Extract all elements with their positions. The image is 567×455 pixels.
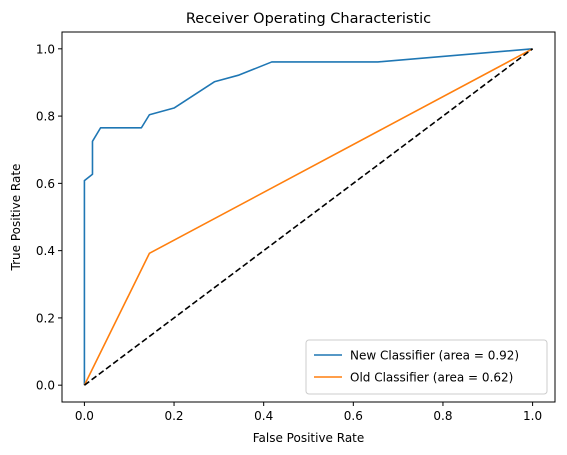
legend-entry-label: New Classifier (area = 0.92)	[350, 349, 519, 363]
series-line-1	[83, 48, 533, 386]
x-tick-label: 0.6	[344, 409, 363, 423]
x-axis-ticks: 0.0 0.2 0.4 0.6 0.8 1.0	[75, 402, 542, 423]
chance-diagonal-line	[83, 48, 534, 386]
plot-frame	[61, 31, 556, 403]
y-tick-label: 1.0	[36, 42, 55, 56]
x-axis-label: False Positive Rate	[253, 431, 365, 445]
y-tick-label: 0.6	[36, 177, 55, 191]
legend-box	[305, 339, 548, 395]
y-tick-label: 0.2	[36, 311, 55, 325]
x-tick-label: 0.4	[254, 409, 273, 423]
series-layer	[83, 48, 534, 386]
x-tick-label: 0.0	[75, 409, 94, 423]
chart-title: Receiver Operating Characteristic	[186, 11, 431, 27]
legend: New Classifier (area = 0.92) Old Classifi…	[305, 339, 548, 395]
y-tick-label: 0.4	[36, 244, 55, 258]
x-tick-label: 0.8	[433, 409, 452, 423]
legend-entry-label: Old Classifier (area = 0.62)	[350, 371, 513, 385]
x-tick-label: 1.0	[523, 409, 542, 423]
y-axis-label: True Positive Rate	[9, 164, 23, 272]
x-tick-label: 0.2	[164, 409, 183, 423]
series-line-0	[83, 48, 533, 386]
y-axis-ticks: 0.0 0.2 0.4 0.6 0.8 1.0	[36, 42, 62, 393]
y-tick-label: 0.8	[36, 110, 55, 124]
plot-area	[61, 31, 556, 403]
y-tick-label: 0.0	[36, 379, 55, 393]
